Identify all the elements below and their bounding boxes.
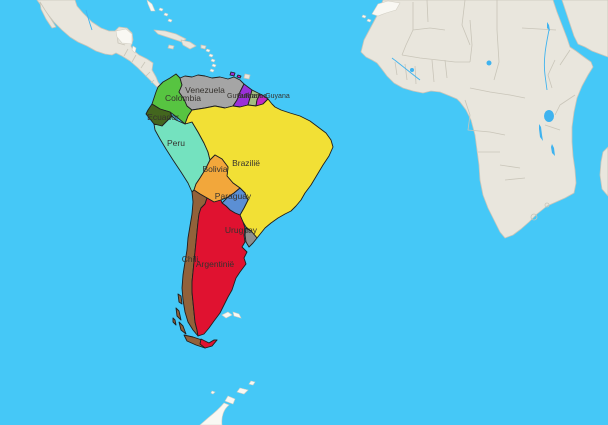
label-ecuador: Ecuador [147,112,179,122]
label-guyana: Guyana [227,93,252,100]
landmass-falkland-islands [221,311,242,319]
landmass-canary-islands [361,14,372,23]
landmass-puerto-rico [200,44,207,50]
landmass-florida [146,0,156,12]
country-uruguay[interactable] [244,227,258,248]
landmass-hispaniola [180,39,197,50]
label-suriname: Suriname [237,93,267,100]
landmass-central-america [36,0,162,89]
landmass-antilles [205,48,217,73]
label-bolivia: Bolivia [202,164,227,174]
label-chili: Chili [182,254,199,264]
country-frans-guyana-island[interactable] [236,74,242,79]
landmass-jamaica [167,44,175,50]
label-venezuela: Venezuela [185,85,225,95]
highlight-islands [115,0,401,425]
landmass-baja [39,1,57,29]
label-paraguay: Paraguay [215,191,252,201]
label-peru: Peru [167,138,185,148]
country-chili-islands[interactable] [172,293,187,335]
landmass-yucatan [115,28,133,45]
landmass-morocco [371,0,401,17]
background-borders [116,0,576,221]
country-argentinie[interactable] [191,197,248,337]
landmass-arabia [561,0,608,58]
south-america-countries [145,71,334,349]
rivers [85,9,550,91]
label-uruguay: Uruguay [225,225,258,235]
country-argentinie-tierra-del-fuego[interactable] [199,338,218,349]
landmass-trinidad [243,73,251,80]
label-brazilie: Brazilië [232,158,260,168]
landmass-africa [360,0,594,239]
label-argentinie: Argentinië [196,259,235,269]
country-labels: Venezuela Colombia Guyana Suriname Frans… [147,85,290,269]
background-landmasses [36,0,608,239]
country-bolivia[interactable] [193,154,241,203]
landmass-antarctic-peninsula [199,380,256,425]
label-colombia: Colombia [165,93,201,103]
lakes [193,22,555,185]
landmass-belize [131,45,137,54]
country-guyana-island[interactable] [229,71,236,77]
label-frans-guyana: Frans-Guyana [245,93,290,100]
landmass-bahamas [158,7,173,23]
landmass-madagascar [599,146,608,197]
